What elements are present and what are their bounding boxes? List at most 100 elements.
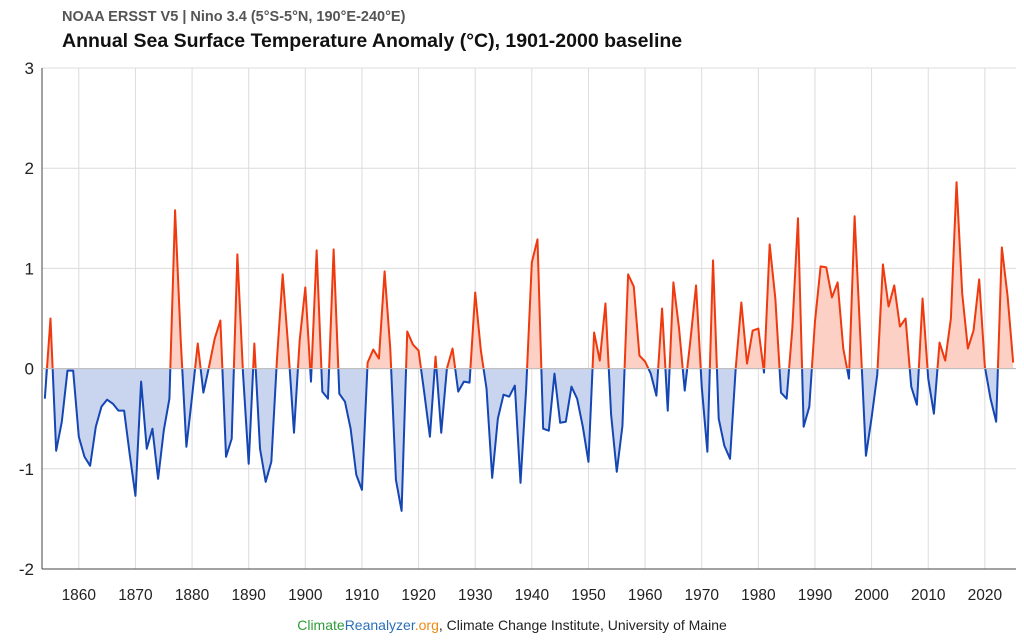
x-tick-label: 1920 xyxy=(401,587,436,604)
positive-anomaly-line-43 xyxy=(708,259,718,369)
credit-brand-part-climate[interactable]: Climate xyxy=(297,617,345,633)
positive-anomaly-line-49 xyxy=(788,217,804,369)
negative-anomaly-line-52 xyxy=(846,368,851,380)
x-axis-tick-labels: 1860 1870 1880 1890 1900 1910 1920 1930 1940 1950… xyxy=(62,587,1003,604)
x-tick-label: 1880 xyxy=(175,587,210,604)
positive-anomaly-line-9 xyxy=(232,253,244,369)
negative-anomaly-line-44 xyxy=(715,368,737,460)
negative-anomaly-area-10 xyxy=(242,368,254,464)
y-tick-label: 2 xyxy=(25,159,34,178)
negative-anomaly-line-36 xyxy=(647,368,660,397)
negative-anomaly-area-26 xyxy=(436,368,447,433)
negative-anomaly-area-34 xyxy=(608,368,625,472)
positive-anomaly-line-57 xyxy=(917,297,929,369)
positive-anomaly-line-59 xyxy=(936,181,987,369)
positive-anomaly-line-7 xyxy=(207,319,224,369)
negative-anomaly-line-6 xyxy=(199,368,210,394)
positive-anomaly-line-41 xyxy=(686,284,702,369)
negative-anomaly-line-18 xyxy=(320,368,331,400)
negative-anomaly-area-58 xyxy=(927,368,938,414)
credit-brand-part-reanalyzer[interactable]: Reanalyzer xyxy=(344,617,415,633)
y-tick-label: -1 xyxy=(19,460,34,479)
x-tick-label: 1910 xyxy=(345,587,380,604)
credit-brand-part-org[interactable]: .org xyxy=(414,617,439,633)
negative-anomaly-area-20 xyxy=(338,368,368,490)
y-tick-label: 1 xyxy=(25,259,34,278)
positive-anomaly-area-17 xyxy=(311,250,322,369)
positive-anomaly-line-45 xyxy=(734,301,765,369)
positive-anomaly-line-1 xyxy=(45,317,54,369)
negative-anomaly-line-0 xyxy=(43,368,48,399)
negative-anomaly-line-40 xyxy=(681,368,689,392)
positive-anomaly-line-27 xyxy=(445,347,457,369)
negative-anomaly-area-50 xyxy=(802,368,812,427)
y-tick-label: 3 xyxy=(25,59,34,78)
x-tick-label: 1960 xyxy=(628,587,663,604)
negative-anomaly-line-28 xyxy=(454,368,472,393)
negative-anomaly-line-26 xyxy=(435,368,448,434)
negative-anomaly-area-32 xyxy=(541,368,593,462)
negative-anomaly-area-24 xyxy=(421,368,435,437)
anomaly-lines xyxy=(43,181,1015,512)
negative-anomaly-line-8 xyxy=(221,368,235,458)
negative-anomaly-line-4 xyxy=(181,368,197,448)
plot-frame xyxy=(41,68,1016,570)
negative-anomaly-line-54 xyxy=(860,368,879,457)
positive-anomaly-area-47 xyxy=(764,244,780,369)
positive-anomaly-line-47 xyxy=(763,243,781,369)
positive-anomaly-line-11 xyxy=(252,342,257,369)
negative-anomaly-line-10 xyxy=(241,368,255,465)
negative-anomaly-line-56 xyxy=(908,368,920,406)
negative-anomaly-line-48 xyxy=(778,368,791,400)
positive-anomaly-line-51 xyxy=(810,265,849,369)
positive-anomaly-line-31 xyxy=(526,238,543,369)
positive-anomaly-area-19 xyxy=(329,249,339,369)
negative-anomaly-line-50 xyxy=(801,368,813,428)
x-tick-label: 1890 xyxy=(231,587,266,604)
x-tick-label: 1950 xyxy=(571,587,606,604)
positive-anomaly-area-41 xyxy=(687,285,701,369)
positive-anomaly-line-13 xyxy=(275,273,291,369)
negative-anomaly-line-32 xyxy=(540,368,594,463)
positive-anomaly-line-53 xyxy=(848,215,863,369)
positive-anomaly-line-3 xyxy=(169,209,184,369)
positive-anomaly-line-55 xyxy=(876,263,911,369)
x-tick-label: 1940 xyxy=(515,587,550,604)
y-tick-label: -2 xyxy=(19,560,34,579)
x-tick-label: 1980 xyxy=(741,587,776,604)
negative-anomaly-line-14 xyxy=(288,368,299,434)
negative-anomaly-line-46 xyxy=(762,368,766,374)
chart-title: Annual Sea Surface Temperature Anomaly (… xyxy=(62,30,683,52)
source-credit: ClimateReanalyzer.org, Climate Change In… xyxy=(0,617,1024,633)
positive-anomaly-line-35 xyxy=(623,273,650,370)
x-tick-label: 1870 xyxy=(118,587,153,604)
negative-anomaly-line-2 xyxy=(51,368,172,497)
positive-anomaly-area-21 xyxy=(367,271,392,369)
x-tick-label: 1970 xyxy=(684,587,719,604)
x-tick-label: 1930 xyxy=(458,587,493,604)
positive-anomaly-line-37 xyxy=(657,307,667,369)
negative-anomaly-line-42 xyxy=(699,368,711,453)
negative-anomaly-line-22 xyxy=(390,368,408,512)
negative-anomaly-line-58 xyxy=(926,368,939,415)
credit-institution: , Climate Change Institute, University o… xyxy=(438,617,727,633)
positive-anomaly-area-13 xyxy=(276,274,290,369)
positive-anomaly-line-19 xyxy=(328,248,340,369)
positive-anomaly-line-5 xyxy=(194,342,202,369)
negative-anomaly-line-24 xyxy=(420,368,436,438)
positive-anomaly-area-23 xyxy=(406,331,421,369)
positive-anomaly-line-39 xyxy=(668,281,684,369)
negative-anomaly-line-60 xyxy=(984,368,999,423)
positive-anomaly-line-21 xyxy=(366,270,393,369)
negative-anomaly-area-28 xyxy=(455,368,471,392)
x-tick-label: 2000 xyxy=(854,587,889,604)
sst-anomaly-chart: -2 -1 0 1 2 3 1860 1870 1880 1890 1900 1910 1920 193… xyxy=(19,59,1016,604)
negative-anomaly-area-2 xyxy=(52,368,171,496)
negative-anomaly-line-16 xyxy=(309,368,313,383)
positive-anomaly-line-33 xyxy=(591,302,610,369)
negative-anomaly-line-20 xyxy=(337,368,369,491)
y-axis-tick-labels: -2 -1 0 1 2 3 xyxy=(19,59,34,579)
x-tick-label: 1990 xyxy=(798,587,833,604)
positive-anomaly-line-23 xyxy=(405,330,422,369)
negative-anomaly-line-34 xyxy=(607,368,626,473)
